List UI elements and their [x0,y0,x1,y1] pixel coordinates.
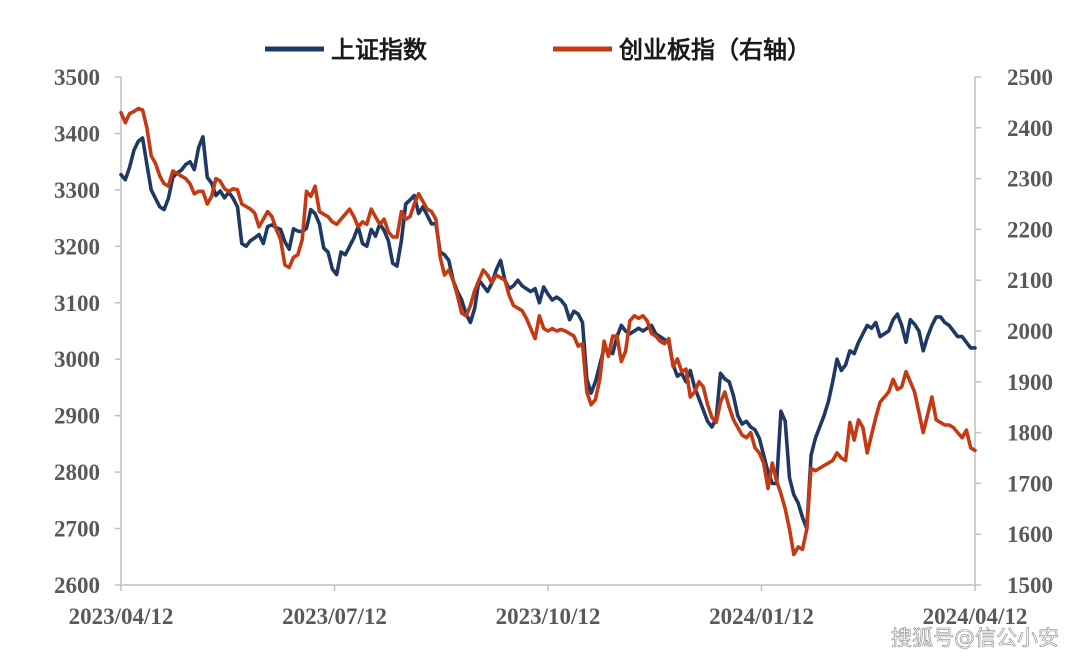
left-tick-label: 3400 [54,121,100,146]
right-tick-label: 2000 [1007,319,1053,344]
right-axis-ticks: 1500 1600 1700 1800 1900 2000 2100 2200 2300 2400… [975,65,1053,598]
series-line-chinext [119,106,977,557]
left-tick-label: 3000 [54,347,100,372]
left-tick-label: 2900 [54,404,100,429]
left-tick-label: 2800 [54,460,100,485]
left-tick-label: 3500 [54,65,100,90]
x-axis-ticks: 2023/04/12 2023/07/12 2023/10/12 2024/01/12… [69,585,1028,629]
left-tick-label: 2600 [54,573,100,598]
series-layer [119,106,977,557]
right-tick-label: 2300 [1007,167,1053,192]
left-axis-ticks: 2600 2700 2800 2900 3000 3100 3200 3300 3400 3500 [54,65,121,598]
right-tick-label: 1600 [1007,522,1053,547]
right-tick-label: 2500 [1007,65,1053,90]
legend-label-shanghai: 上证指数 [331,36,428,64]
legend-label-chinext: 创业板指（右轴） [618,36,811,64]
x-tick-label: 2024/01/12 [709,604,814,629]
left-tick-label: 3100 [54,291,100,316]
series-line-shanghai [119,135,977,531]
left-tick-label: 3200 [54,234,100,259]
left-tick-label: 2700 [54,517,100,542]
right-tick-label: 1900 [1007,370,1053,395]
left-tick-label: 3300 [54,178,100,203]
x-tick-label: 2024/04/12 [923,604,1028,629]
right-tick-label: 1700 [1007,471,1053,496]
legend: 上证指数 创业板指（右轴） [265,36,811,64]
right-tick-label: 1500 [1007,573,1053,598]
right-tick-label: 2100 [1007,268,1053,293]
x-tick-label: 2023/10/12 [496,604,601,629]
x-tick-label: 2023/04/12 [69,604,174,629]
right-tick-label: 2200 [1007,217,1053,242]
x-tick-label: 2023/07/12 [282,604,387,629]
right-tick-label: 1800 [1007,421,1053,446]
watermark-text: 搜狐号@信公小安 [891,626,1059,650]
right-tick-label: 2400 [1007,116,1053,141]
